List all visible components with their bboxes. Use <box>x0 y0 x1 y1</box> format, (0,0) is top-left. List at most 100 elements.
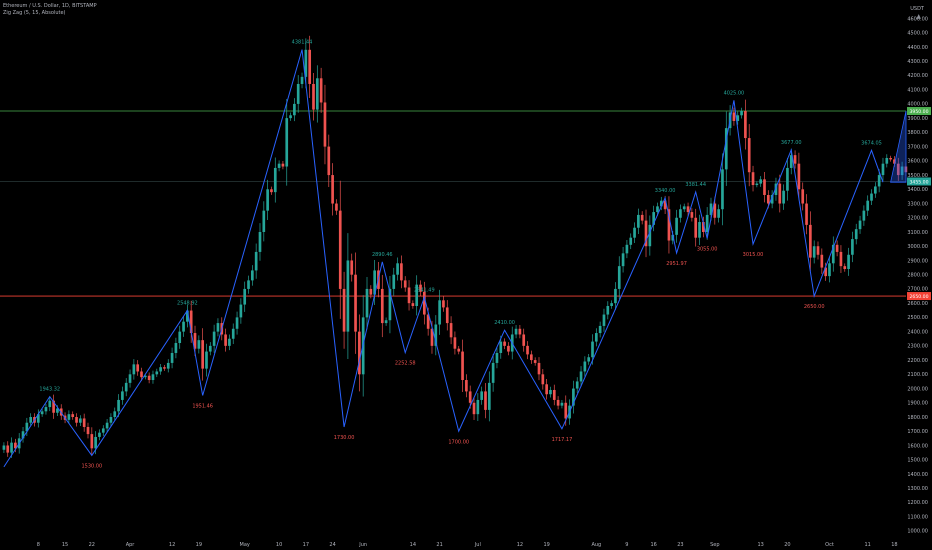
y-tick-21: 3100.00 <box>907 230 928 236</box>
candle-body-169 <box>648 224 652 247</box>
pivot-label-6: 2890.46 <box>372 252 393 258</box>
candle-body-206 <box>789 155 793 168</box>
x-tick-9: 24 <box>329 542 335 548</box>
candle-body-66 <box>254 251 258 271</box>
candle-body-178 <box>682 206 686 210</box>
candle-body-132 <box>507 345 510 352</box>
candle-body-166 <box>637 214 640 228</box>
candle-body-95 <box>365 288 369 318</box>
candle-body-27 <box>105 422 109 429</box>
candle-body-214 <box>820 254 824 268</box>
pivot-label-5: 1730.00 <box>334 435 355 441</box>
y-tick-7: 1700.00 <box>907 429 928 435</box>
y-tick-25: 3500.00 <box>907 173 928 179</box>
y-tick-4: 1400.00 <box>907 472 928 478</box>
candle-body-84 <box>323 102 327 147</box>
candle-body-104 <box>400 263 403 281</box>
candle-body-127 <box>487 382 491 410</box>
y-tick-8: 1800.00 <box>907 415 928 421</box>
candle-body-235 <box>900 166 904 176</box>
y-tick-28: 3800.00 <box>907 130 928 136</box>
candle-body-139 <box>533 360 537 363</box>
candle-body-61 <box>235 317 239 329</box>
y-tick-9: 1900.00 <box>907 401 928 407</box>
y-tick-30: 4000.00 <box>907 102 928 108</box>
price-axis[interactable]: 1000.00 1100.00 1200.00 1300.00 1400.00 1500.… <box>907 16 931 535</box>
candle-body-38 <box>147 375 151 381</box>
candle-body-42 <box>163 367 166 369</box>
pivot-label-8: 2641.49 <box>414 287 435 293</box>
candle-body-88 <box>338 210 342 289</box>
candles <box>2 35 908 458</box>
candle-body-70 <box>270 189 273 193</box>
candle-body-45 <box>174 343 178 353</box>
candle-body-135 <box>518 328 522 335</box>
candle-body-193 <box>740 111 743 116</box>
candle-body-17 <box>67 414 71 420</box>
indicator-legend[interactable]: Zig Zag (5, 15, Absolute) <box>3 10 66 16</box>
y-tick-24: 3400.00 <box>907 187 928 193</box>
candle-body-86 <box>331 175 334 204</box>
currency-label[interactable]: USDT <box>910 6 924 12</box>
candle-body-159 <box>610 303 613 307</box>
x-tick-16: Aug <box>591 542 601 548</box>
candle-body-173 <box>663 200 667 210</box>
y-tick-11: 2100.00 <box>907 372 928 378</box>
y-tick-23: 3300.00 <box>907 201 928 207</box>
candle-body-101 <box>388 288 392 321</box>
candle-body-89 <box>342 288 346 332</box>
candle-body-131 <box>503 341 506 346</box>
candle-body-215 <box>824 267 827 277</box>
x-tick-12: 21 <box>436 542 442 548</box>
candle-body-145 <box>556 399 560 406</box>
candle-body-50 <box>193 333 197 349</box>
candle-body-207 <box>793 155 797 164</box>
candle-body-36 <box>140 371 143 378</box>
candle-body-63 <box>243 288 247 305</box>
candle-body-130 <box>499 341 503 353</box>
candle-body-226 <box>866 200 870 211</box>
alert-bell-icon[interactable]: ▲ <box>916 13 921 20</box>
candle-body-233 <box>893 159 896 164</box>
candle-body-174 <box>667 209 671 241</box>
candle-body-105 <box>403 280 407 288</box>
candle-body-73 <box>281 163 285 167</box>
pivot-label-1: 1530.00 <box>81 463 102 469</box>
candle-body-197 <box>755 183 759 186</box>
candle-body-109 <box>419 284 422 292</box>
candle-body-33 <box>128 374 132 383</box>
candle-body-122 <box>468 391 472 403</box>
candle-body-136 <box>522 334 526 346</box>
candle-body-39 <box>151 374 155 381</box>
candle-body-171 <box>656 206 659 213</box>
candle-body-176 <box>675 217 678 235</box>
candle-body-54 <box>208 345 212 352</box>
candle-body-185 <box>709 203 713 215</box>
candle-body-229 <box>877 175 881 187</box>
candle-body-64 <box>247 280 250 289</box>
price-badge-0 <box>907 107 931 116</box>
candle-body-82 <box>315 78 319 110</box>
candle-body-35 <box>136 364 140 372</box>
candle-body-228 <box>873 186 877 194</box>
x-tick-25: 18 <box>891 542 897 548</box>
candle-body-210 <box>805 203 808 225</box>
candle-body-112 <box>430 328 434 346</box>
candle-body-97 <box>373 270 376 295</box>
candle-body-106 <box>407 287 411 304</box>
candle-body-204 <box>782 190 785 204</box>
candle-body-115 <box>442 300 445 308</box>
time-axis[interactable]: 8 15 22 Apr 12 19 May 10 17 24 Jun 14 21 Jul 12 19 Aug 9 1… <box>37 542 898 548</box>
candle-body-69 <box>266 189 269 211</box>
candle-body-126 <box>484 391 487 410</box>
pivot-label-17: 3015.00 <box>743 252 764 258</box>
candle-body-213 <box>816 246 820 255</box>
y-tick-13: 2300.00 <box>907 344 928 350</box>
candle-body-53 <box>205 351 208 369</box>
candle-body-182 <box>698 222 701 238</box>
candle-body-208 <box>797 163 801 190</box>
candle-body-116 <box>445 307 449 324</box>
candle-body-102 <box>392 274 396 289</box>
price-badge-text-0: 3950.00 <box>910 109 929 115</box>
